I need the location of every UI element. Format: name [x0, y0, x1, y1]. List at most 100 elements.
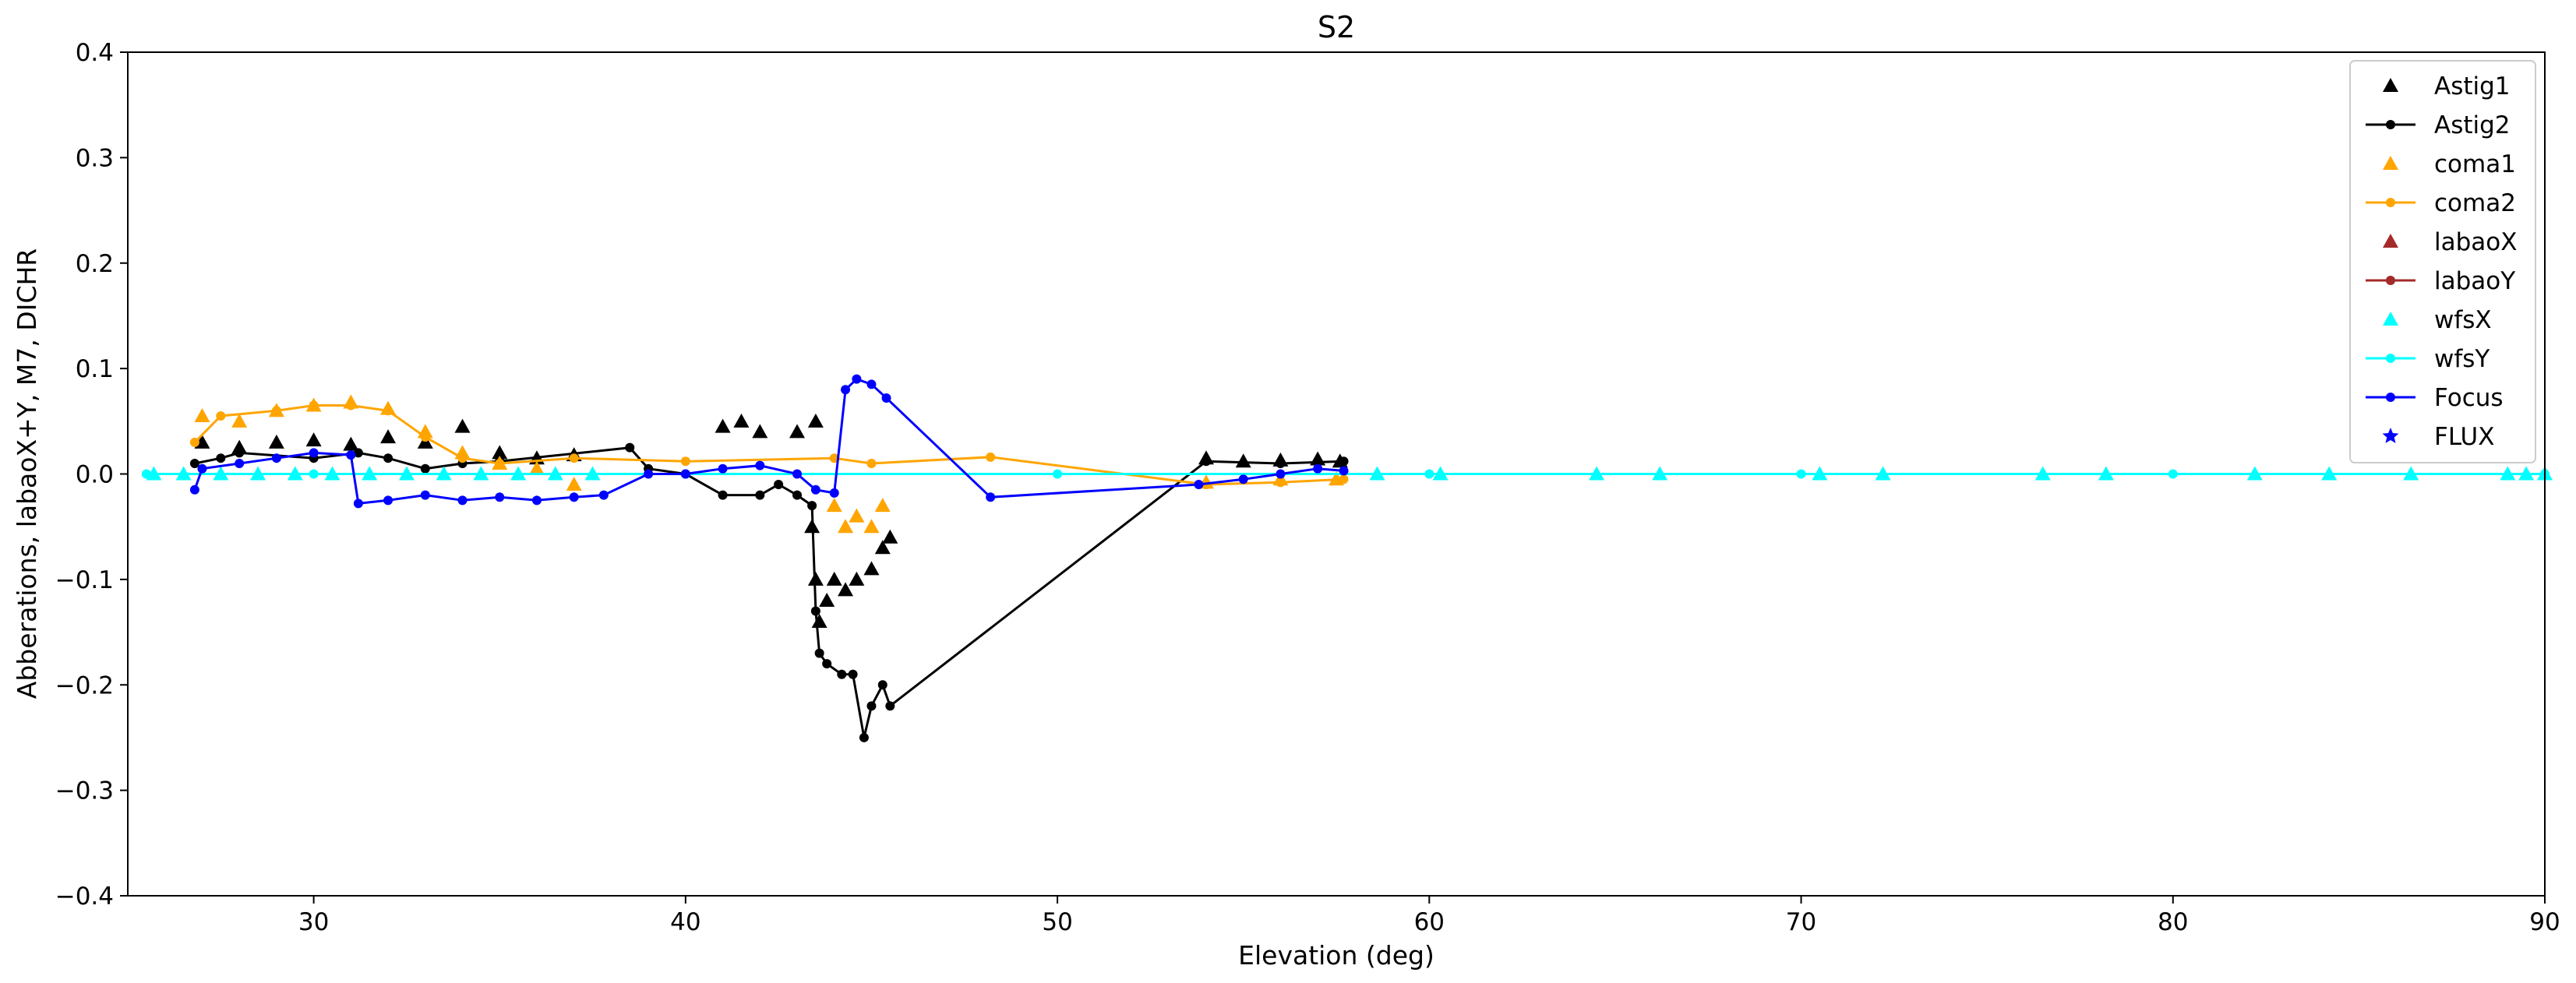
x-tick-label: 40 — [670, 908, 700, 936]
astig1-point-15 — [807, 413, 824, 428]
wfsy-point-5 — [1796, 469, 1806, 479]
focus-point-13 — [598, 490, 609, 500]
focus-point-17 — [755, 460, 765, 470]
focus-point-22 — [852, 374, 862, 384]
legend: Astig1 Astig2 coma1 coma2 labaoX labaoY wfsX wf… — [2349, 60, 2536, 463]
astig2-point-16 — [807, 501, 817, 511]
focus-point-21 — [841, 385, 851, 395]
focus-point-27 — [1238, 474, 1248, 484]
legend-entry-focus: Focus — [2366, 384, 2504, 412]
astig2-point-13 — [755, 490, 765, 500]
astig1-point-21 — [838, 582, 854, 597]
axis-ticks: 30 40 50 60 70 80 90 −0.4 −0.3 −0.2 −0.1 0.0 0.1 0.2 0… — [55, 39, 2560, 936]
focus-point-6 — [353, 499, 363, 509]
legend-label: coma1 — [2434, 150, 2516, 178]
astig2-point-14 — [774, 480, 784, 490]
coma2-point-7 — [457, 453, 468, 463]
focus-point-28 — [1276, 469, 1286, 479]
y-tick-label: 0.0 — [76, 461, 114, 489]
focus-point-2 — [235, 458, 245, 468]
y-tick-label: 0.1 — [76, 355, 114, 383]
coma1-point-15 — [874, 498, 891, 513]
coma2-point-15 — [1276, 477, 1286, 488]
astig2-point-28 — [1339, 456, 1349, 467]
legend-entry-astig1: Astig1 — [2383, 72, 2511, 100]
astig2-point-27 — [1276, 458, 1286, 468]
focus-point-29 — [1313, 463, 1323, 474]
wfsy-point-6 — [2168, 469, 2178, 479]
legend-entry-labaox: labaoX — [2383, 228, 2518, 256]
legend-label: Astig1 — [2434, 72, 2511, 100]
focus-point-14 — [644, 469, 654, 479]
astig2-point-18 — [814, 648, 824, 658]
x-tick-label: 30 — [298, 908, 329, 936]
legend-entry-coma1: coma1 — [2383, 150, 2516, 178]
legend-marker-flux-point — [2382, 428, 2399, 443]
y-tick-label: −0.3 — [55, 777, 114, 805]
legend-entry-wfsy: wfsY — [2366, 345, 2490, 373]
coma1-point-14 — [863, 519, 880, 534]
astig2-point-26 — [1201, 456, 1211, 467]
astig2-point-6 — [420, 463, 430, 474]
astig2-point-17 — [810, 606, 820, 616]
astig1-point-11 — [715, 418, 731, 433]
legend-label: labaoY — [2434, 267, 2515, 295]
focus-point-15 — [680, 469, 690, 479]
legend-entry-coma2: coma2 — [2366, 189, 2516, 217]
legend-marker-labaox-point — [2383, 234, 2398, 248]
x-tick-label: 70 — [1786, 908, 1816, 936]
coma2-point-12 — [866, 458, 877, 468]
astig2-point-25 — [885, 701, 895, 711]
astig2-point-1 — [216, 453, 226, 463]
astig1-point-24 — [874, 540, 891, 555]
coma1-point-13 — [849, 508, 865, 523]
coma1-point-11 — [826, 498, 842, 513]
astig2-point-24 — [877, 680, 887, 690]
legend-marker-wfsx-point — [2383, 312, 2398, 326]
focus-point-5 — [346, 450, 356, 460]
astig1-point-19 — [819, 592, 835, 607]
astig2-point-12 — [718, 490, 728, 500]
legend-label: Focus — [2434, 384, 2504, 412]
focus-point-19 — [810, 484, 820, 495]
legend-label: coma2 — [2434, 189, 2516, 217]
focus-point-30 — [1339, 466, 1349, 476]
coma2-point-0 — [189, 437, 199, 447]
legend-label: wfsY — [2434, 345, 2490, 373]
coma1-point-1 — [231, 413, 248, 428]
legend-box — [2349, 60, 2536, 463]
focus-point-1 — [197, 463, 207, 474]
astig2-point-21 — [848, 669, 858, 679]
x-axis-label: Elevation (deg) — [1238, 940, 1434, 971]
focus-point-25 — [986, 492, 996, 502]
legend-label: labaoX — [2434, 228, 2518, 256]
astig2-point-15 — [792, 490, 803, 500]
astig2-point-9 — [625, 442, 635, 453]
astig2-point-22 — [859, 732, 869, 742]
astig2-point-20 — [837, 669, 847, 679]
legend-entry-labaoy: labaoY — [2366, 267, 2515, 295]
x-tick-label: 60 — [1414, 908, 1445, 936]
coma2-point-5 — [383, 406, 393, 416]
coma1-point-12 — [838, 519, 854, 534]
x-tick-label: 50 — [1042, 908, 1072, 936]
focus-point-11 — [531, 495, 542, 506]
wfsy-point-1 — [309, 469, 319, 479]
coma2-point-2 — [271, 406, 281, 416]
astig2-point-2 — [235, 448, 245, 458]
coma2-point-9 — [569, 453, 579, 463]
astig2-point-23 — [866, 701, 877, 711]
legend-marker-astig1-point — [2383, 78, 2398, 92]
astig1-point-5 — [380, 429, 397, 444]
astig2-point-0 — [189, 458, 199, 468]
focus-point-12 — [569, 492, 579, 502]
legend-label: Astig2 — [2434, 111, 2511, 139]
legend-entry-wfsx: wfsX — [2383, 306, 2492, 334]
astig1-point-23 — [863, 561, 880, 576]
legend-marker-wfsy-point — [2386, 354, 2395, 363]
y-tick-label: −0.1 — [55, 566, 114, 594]
focus-point-24 — [881, 393, 891, 403]
astig1-point-25 — [882, 529, 898, 544]
